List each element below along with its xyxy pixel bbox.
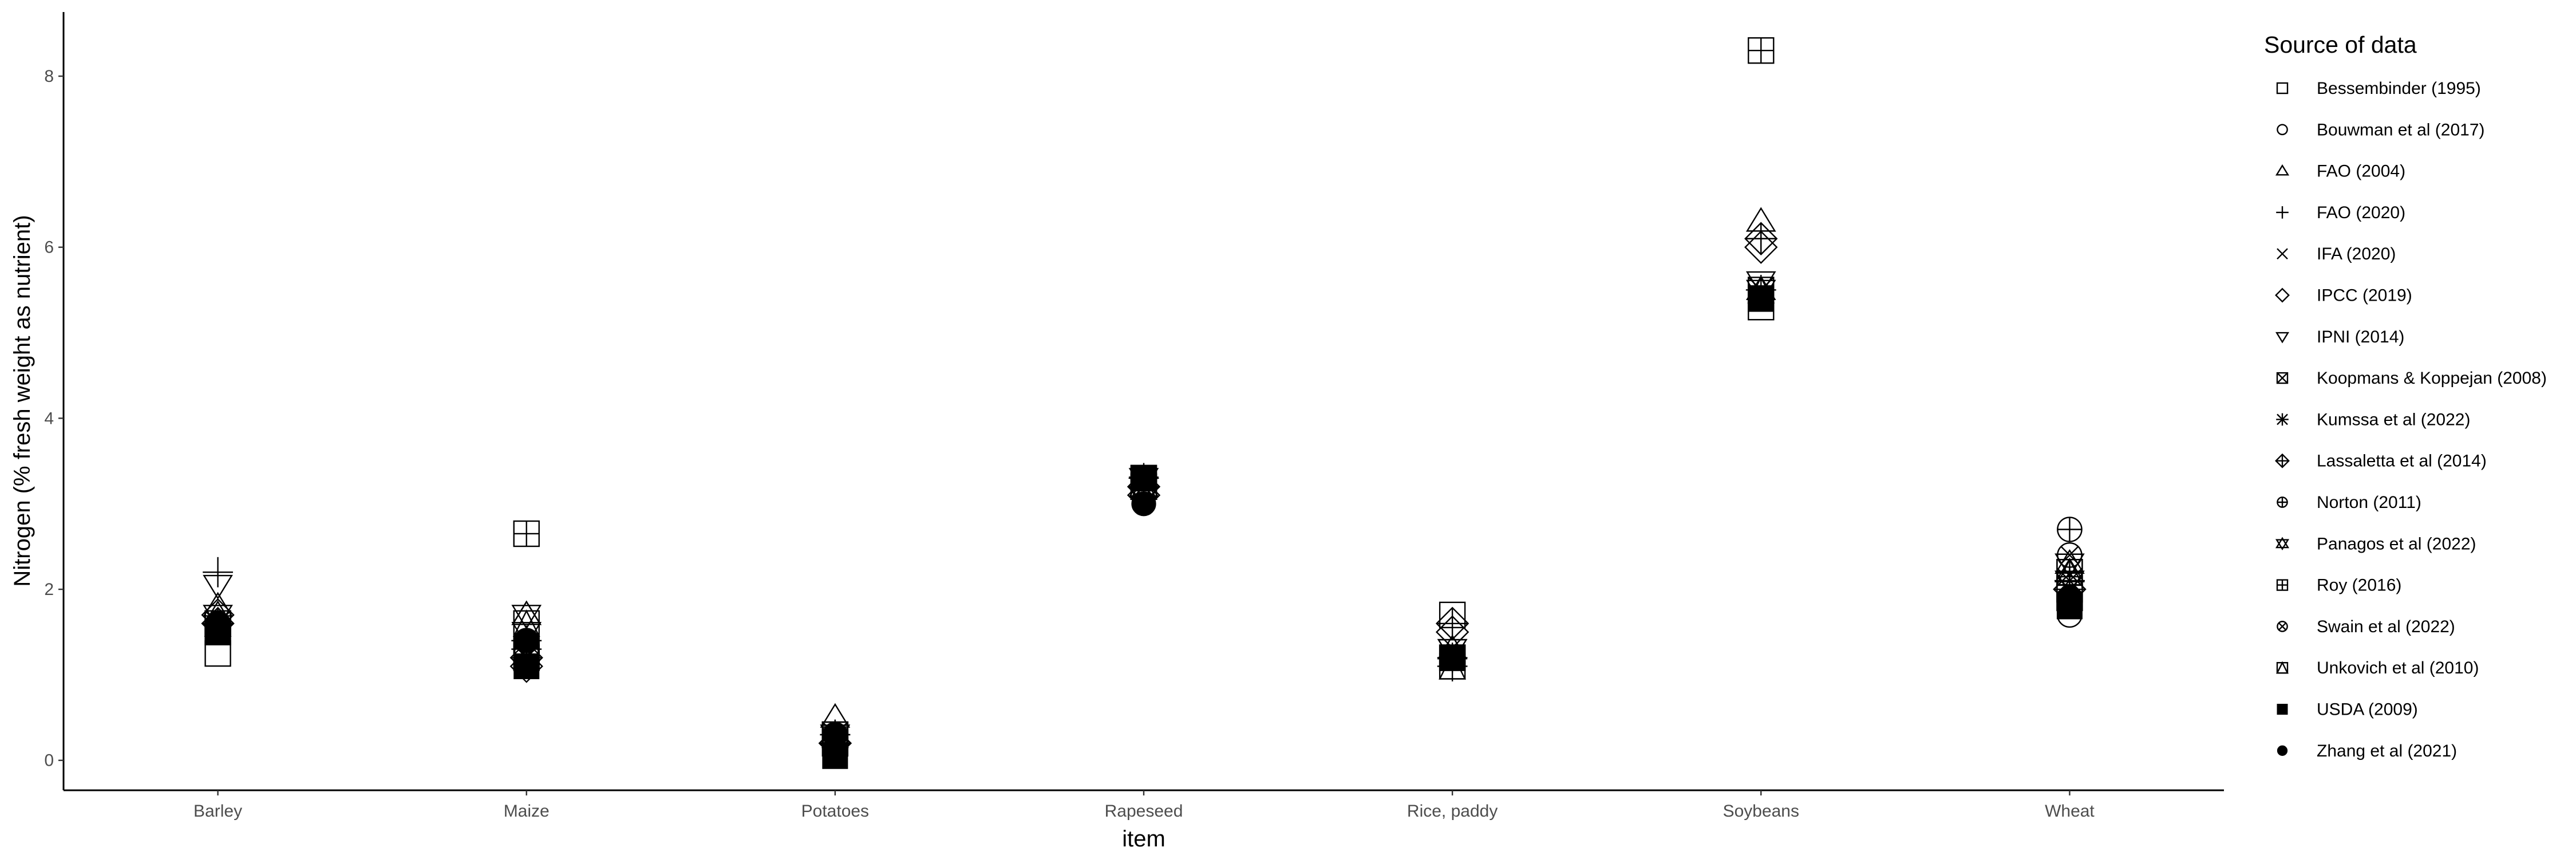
data-point xyxy=(1435,606,1469,640)
legend-item: Lassaletta et al (2014) xyxy=(2275,452,2487,471)
x-tick-label: Wheat xyxy=(2045,802,2095,821)
y-axis-title: Nitrogen (% fresh weight as nutrient) xyxy=(10,215,35,586)
legend-item: IPCC (2019) xyxy=(2275,286,2412,305)
data-point xyxy=(822,743,848,769)
legend-label: Lassaletta et al (2014) xyxy=(2317,452,2487,471)
legend-key xyxy=(2277,704,2288,715)
y-ticks: 0 2 4 6 8 xyxy=(44,67,64,770)
legend-label: FAO (2020) xyxy=(2317,203,2405,222)
data-point xyxy=(1440,645,1465,671)
legend-item: FAO (2004) xyxy=(2275,162,2405,181)
x-tick-label: Potatoes xyxy=(801,802,869,821)
legend-label: Panagos et al (2022) xyxy=(2317,534,2476,553)
legend-label: Bouwman et al (2017) xyxy=(2317,120,2485,139)
data-point xyxy=(2056,558,2084,586)
data-point xyxy=(511,600,542,630)
x-ticks: Barley Maize Potatoes Rapeseed Rice, paddy So… xyxy=(193,790,2095,821)
legend-item: Kumssa et al (2022) xyxy=(2276,410,2470,429)
data-point xyxy=(203,574,233,600)
data-point xyxy=(2057,517,2083,542)
y-tick-label: 4 xyxy=(44,409,54,428)
legend-label: Koopmans & Koppejan (2008) xyxy=(2317,369,2547,388)
legend-label: IFA (2020) xyxy=(2317,245,2396,263)
x-tick-label: Rapeseed xyxy=(1105,802,1183,821)
legend-label: Swain et al (2022) xyxy=(2317,617,2455,636)
legend-key xyxy=(2276,579,2289,591)
x-axis-title: item xyxy=(1122,826,1165,852)
legend-item: Panagos et al (2022) xyxy=(2275,534,2476,553)
legend-items: Bessembinder (1995) Bouwman et al (2017) F… xyxy=(2275,79,2547,761)
legend-label: Zhang et al (2021) xyxy=(2317,742,2457,761)
legend-key xyxy=(2276,82,2289,94)
legend-item: Koopmans & Koppejan (2008) xyxy=(2276,369,2547,388)
legend-key xyxy=(2276,372,2289,384)
data-point xyxy=(1748,286,1773,311)
legend-key xyxy=(2277,745,2288,756)
data-point xyxy=(2057,585,2083,610)
legend-key xyxy=(2277,621,2288,632)
data-point xyxy=(513,520,540,547)
data-point xyxy=(514,628,539,653)
data-point xyxy=(823,722,848,747)
legend-item: Zhang et al (2021) xyxy=(2277,742,2457,761)
legend-label: Norton (2011) xyxy=(2317,493,2421,512)
x-tick-label: Maize xyxy=(504,802,550,821)
legend-key xyxy=(2276,661,2289,674)
legend-item: Norton (2011) xyxy=(2277,493,2421,512)
data-point xyxy=(2057,542,2083,568)
legend-item: Unkovich et al (2010) xyxy=(2276,659,2479,677)
legend-key xyxy=(2275,537,2290,551)
legend-item: USDA (2009) xyxy=(2277,700,2418,719)
legend-item: Bouwman et al (2017) xyxy=(2277,120,2485,139)
legend-label: Roy (2016) xyxy=(2317,576,2401,595)
legend-item: Roy (2016) xyxy=(2276,576,2401,595)
y-tick-label: 0 xyxy=(44,751,54,770)
data-point xyxy=(1131,465,1157,491)
legend-key xyxy=(2276,413,2289,426)
legend-label: Unkovich et al (2010) xyxy=(2317,659,2479,677)
legend-label: IPCC (2019) xyxy=(2317,286,2412,305)
legend-key xyxy=(2277,248,2288,260)
axes xyxy=(62,12,2224,791)
legend-key xyxy=(2275,332,2290,344)
y-tick-label: 2 xyxy=(44,580,54,599)
x-tick-label: Rice, paddy xyxy=(1407,802,1498,821)
legend-label: FAO (2004) xyxy=(2317,162,2405,181)
y-tick-label: 6 xyxy=(44,238,54,257)
data-point xyxy=(1748,37,1775,64)
legend-item: FAO (2020) xyxy=(2276,203,2405,222)
legend-item: Bessembinder (1995) xyxy=(2276,79,2481,98)
legend-item: IPNI (2014) xyxy=(2275,328,2404,346)
y-tick-label: 8 xyxy=(44,67,54,86)
data-point xyxy=(1744,222,1778,255)
x-tick-label: Soybeans xyxy=(1723,802,1799,821)
legend-label: Kumssa et al (2022) xyxy=(2317,410,2470,429)
x-tick-label: Barley xyxy=(193,802,242,821)
data-point xyxy=(205,611,231,636)
legend-label: IPNI (2014) xyxy=(2317,328,2404,346)
legend-key xyxy=(2276,206,2289,219)
data-point xyxy=(203,557,233,588)
legend-key xyxy=(2275,164,2290,176)
legend-key xyxy=(2275,287,2290,303)
data-point xyxy=(1744,230,1778,264)
legend-label: Bessembinder (1995) xyxy=(2317,79,2481,98)
legend-key xyxy=(2277,497,2288,508)
legend: Source of data Bessembinder (1995) Bouwma… xyxy=(2264,31,2547,761)
legend-item: Swain et al (2022) xyxy=(2277,617,2455,636)
legend-title: Source of data xyxy=(2264,31,2417,58)
legend-key xyxy=(2275,453,2290,468)
data-point xyxy=(1131,491,1156,517)
data-points xyxy=(201,37,2087,769)
data-point xyxy=(513,653,540,679)
legend-key xyxy=(2277,124,2288,136)
legend-item: IFA (2020) xyxy=(2277,245,2396,263)
legend-label: USDA (2009) xyxy=(2317,700,2418,719)
